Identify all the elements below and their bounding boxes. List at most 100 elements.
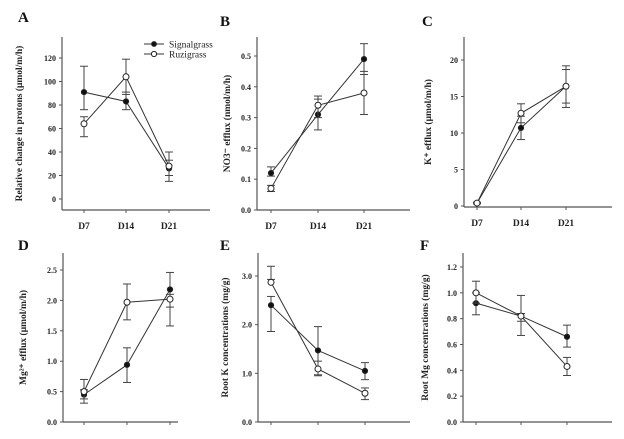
panel-f: F 0.0 0.2 0.4 0.6 0.8 1.0 1.2 Root Mg concentrat… [420, 238, 612, 427]
panel-letter: E [220, 238, 230, 254]
data-point-filled [517, 124, 525, 131]
panel-e: E 0.0 1.0 2.0 3.0 Root K concentrations (mg/g… [220, 238, 410, 427]
y-axis-label: Root K concentrations (mg/g) [220, 277, 231, 397]
series-signalgrass [473, 68, 570, 207]
y-tick-label: 0.8 [447, 315, 457, 324]
data-point-open [166, 295, 174, 303]
data-point-filled [80, 88, 88, 96]
y-axis-label: Relative change in protons (μmol/m/h) [14, 46, 25, 202]
y-axis-label: K⁺ efflux (μmol/m/h) [423, 79, 434, 165]
data-point-filled [360, 55, 368, 63]
panel-letter: B [220, 14, 230, 30]
data-point-open [472, 289, 480, 297]
y-tick-label: 0.3 [241, 114, 251, 123]
x-tick-label: D7 [78, 222, 90, 232]
y-tick-label: 2.0 [242, 321, 252, 330]
y-tick-label: 120 [44, 54, 56, 63]
x-tick-label: D14 [118, 222, 135, 232]
y-tick-label: 0.5 [241, 52, 251, 61]
panel-letter: F [420, 238, 429, 254]
y-tick-label: 1.0 [447, 289, 457, 298]
data-point-open [562, 82, 570, 90]
series-ruzigrass [80, 283, 174, 400]
y-tick-label: 20 [48, 172, 56, 181]
x-tick-label: D21 [161, 222, 178, 232]
y-tick-label: 0.6 [447, 341, 457, 350]
panel-letter: C [422, 14, 433, 30]
y-tick-label: 0.4 [241, 83, 251, 92]
series-ruzigrass [472, 280, 571, 376]
y-tick-label: 0.5 [47, 388, 57, 397]
y-tick-label: 2.5 [47, 266, 57, 275]
data-point-open [473, 199, 481, 207]
data-point-filled [122, 98, 130, 105]
data-point-filled [361, 367, 369, 374]
data-point-open [267, 184, 275, 192]
y-tick-label: 0 [454, 202, 458, 211]
y-tick-label: 15 [450, 93, 458, 102]
x-tick-label: D21 [356, 222, 373, 232]
legend-label: Ruzigrass [169, 51, 207, 61]
x-tick-label: D14 [513, 219, 530, 229]
data-point-open [314, 101, 322, 109]
data-point-filled [267, 169, 275, 177]
data-point-open [361, 389, 369, 397]
y-tick-label: 100 [44, 78, 56, 87]
data-point-open [360, 89, 368, 97]
y-tick-label: 1.0 [47, 357, 57, 366]
legend-marker-filled [151, 41, 157, 47]
y-tick-label: 40 [48, 148, 56, 157]
y-tick-label: 2.0 [47, 296, 57, 305]
y-tick-label: 0.4 [447, 366, 457, 375]
y-tick-label: 0.2 [447, 392, 457, 401]
data-point-open [314, 365, 322, 373]
data-point-open [517, 109, 525, 117]
data-point-open [123, 298, 131, 306]
series-ruzigrass [267, 265, 369, 401]
y-tick-label: 3.0 [242, 272, 252, 281]
y-tick-label: 20 [450, 56, 458, 65]
data-point-filled [123, 361, 131, 368]
y-tick-label: 0 [52, 195, 56, 204]
data-point-open [563, 362, 571, 370]
data-point-open [267, 278, 275, 286]
series-signalgrass [267, 295, 369, 381]
data-point-open [80, 120, 88, 128]
series-ruzigrass [80, 58, 173, 182]
data-point-open [165, 162, 173, 170]
y-tick-label: 0.1 [241, 175, 251, 184]
data-point-filled [267, 302, 275, 309]
panel-b: B 0.0 0.1 0.2 0.3 0.4 0.5 D7 D14 D21 NO3⁻ efflux (… [220, 14, 410, 232]
y-axis-label: NO3⁻ efflux (nmol/m/h) [222, 75, 233, 172]
y-tick-label: 10 [450, 129, 458, 138]
panel-d: D 0.0 0.5 1.0 1.5 2.0 2.5 Mg²⁺ efflux (μmol/m/h… [18, 238, 178, 427]
y-axis-label: Root Mg concentrations (mg/g) [420, 274, 431, 400]
y-axis-label: Mg²⁺ efflux (μmol/m/h) [18, 290, 29, 385]
y-tick-label: 0.0 [447, 418, 457, 427]
y-tick-label: 0.2 [241, 144, 251, 153]
data-point-open [122, 73, 130, 81]
data-point-filled [563, 333, 571, 340]
y-tick-label: 1.5 [47, 327, 57, 336]
x-tick-label: D14 [310, 222, 327, 232]
legend-marker-open [150, 50, 158, 58]
data-point-filled [314, 347, 322, 354]
y-tick-label: 5 [454, 166, 458, 175]
panel-letter: A [18, 10, 29, 26]
series-ruzigrass [473, 65, 570, 207]
y-tick-label: 0.0 [47, 418, 57, 427]
data-point-open [517, 312, 525, 320]
y-tick-label: 80 [48, 101, 56, 110]
x-tick-label: D7 [471, 219, 483, 229]
data-point-filled [166, 286, 174, 293]
x-tick-label: D21 [558, 219, 575, 229]
panel-c: C 0 5 10 15 20 D7 D14 D21 K⁺ efflux (μmol/m/h) [422, 14, 612, 229]
panel-a: A 0 20 40 60 80 100 120 D7 D14 D21 Relative change … [14, 10, 210, 232]
y-tick-label: 60 [48, 125, 56, 134]
y-tick-label: 1.2 [447, 263, 457, 272]
y-tick-label: 0.0 [241, 206, 251, 215]
series-ruzigrass [267, 70, 368, 193]
x-tick-label: D7 [265, 222, 277, 232]
